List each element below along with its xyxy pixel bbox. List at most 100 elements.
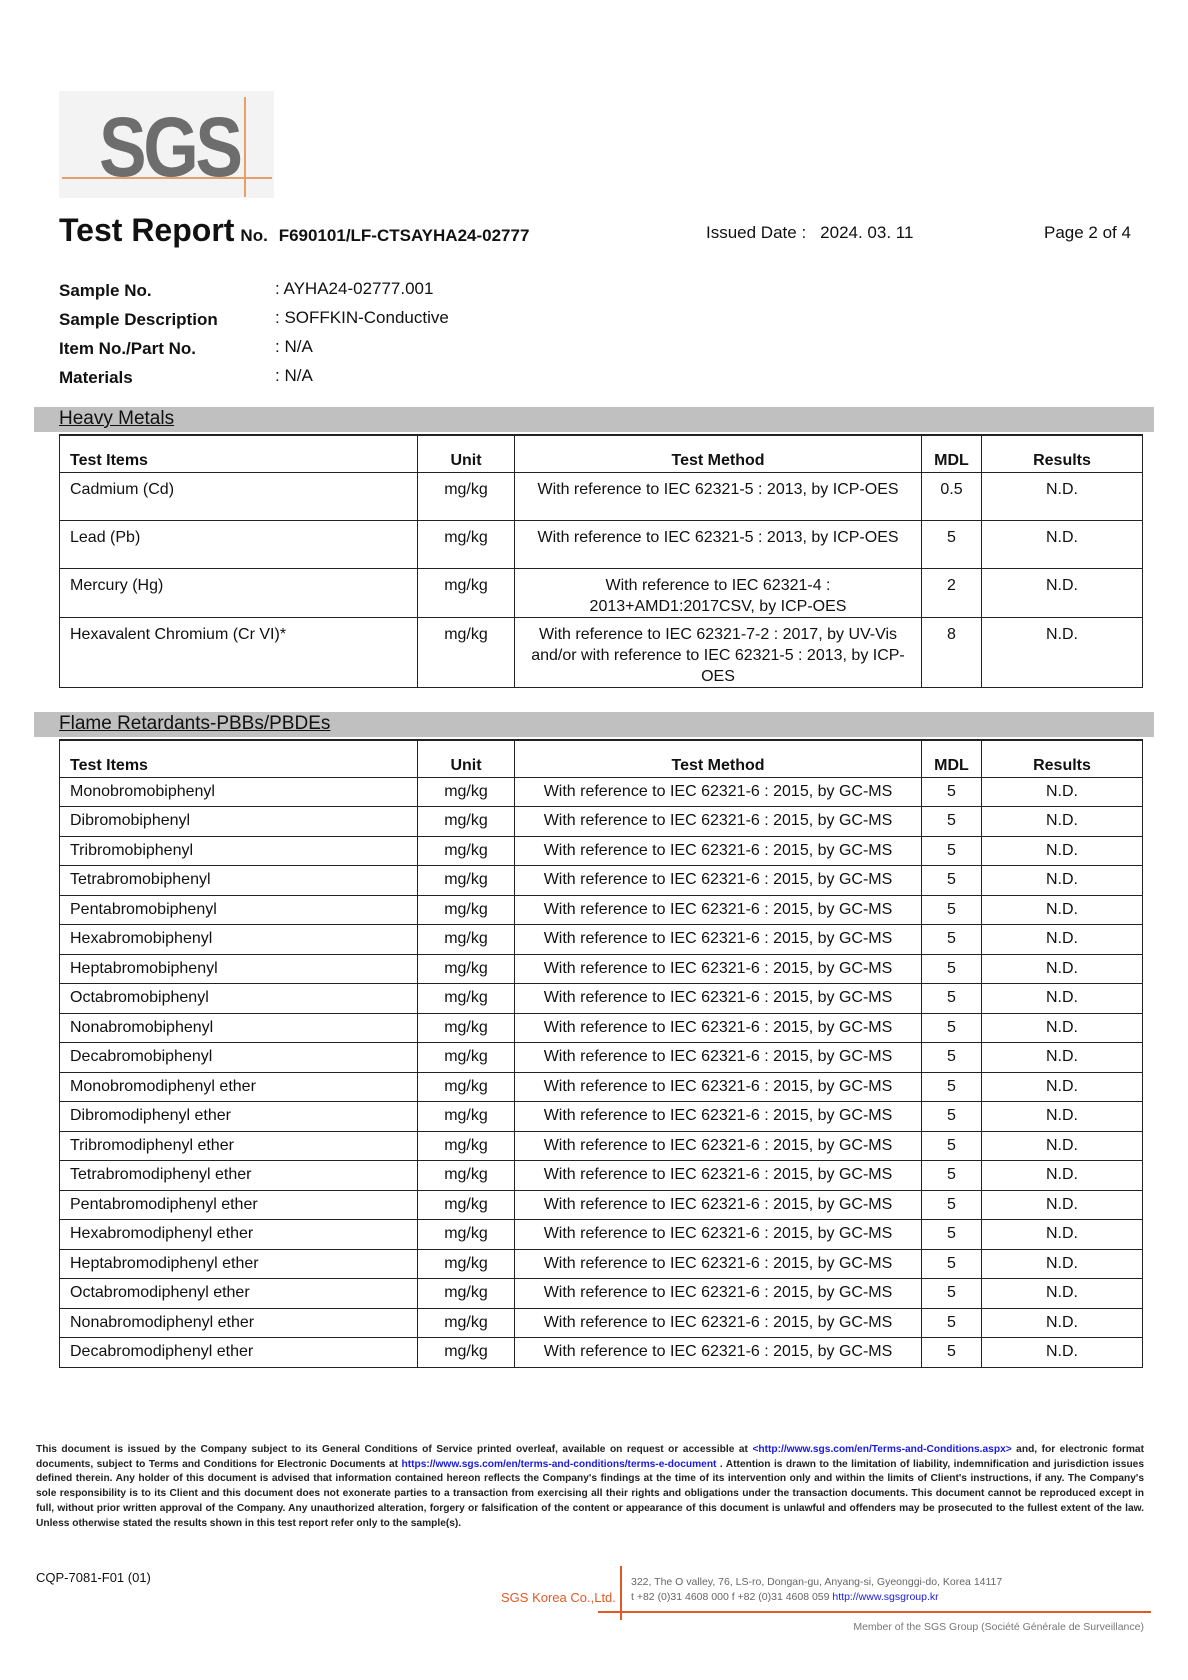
- table-cell: N.D.: [981, 1189, 1143, 1220]
- table-row: Heptabromodiphenyl ether mg/kg With refere…: [59, 1248, 1143, 1279]
- table-cell: Heptabromodiphenyl ether: [59, 1248, 418, 1279]
- table-cell: mg/kg: [417, 519, 515, 569]
- member-note: Member of the SGS Group (Société Général…: [853, 1621, 1144, 1633]
- table-cell: mg/kg: [417, 894, 515, 925]
- table-cell: Tribromodiphenyl ether: [59, 1130, 418, 1161]
- table-cell: With reference to IEC 62321-6 : 2015, by…: [514, 1012, 922, 1043]
- table-cell: With reference to IEC 62321-6 : 2015, by…: [514, 806, 922, 837]
- col-header: Unit: [417, 739, 515, 778]
- table-cell: N.D.: [981, 806, 1143, 837]
- table-cell: 5: [921, 924, 982, 955]
- table-row: Decabromodiphenyl ether mg/kg With referen…: [59, 1337, 1143, 1368]
- table-cell: 5: [921, 806, 982, 837]
- page-number: Page 2 of 4: [1044, 223, 1131, 242]
- table-cell: N.D.: [981, 1337, 1143, 1368]
- col-header: Test Method: [514, 434, 922, 473]
- table-cell: With reference to IEC 62321-4 : 2013+AMD…: [514, 567, 922, 618]
- table-cell: Hexavalent Chromium (Cr VI)*: [59, 616, 418, 688]
- col-header: Test Method: [514, 739, 922, 778]
- table-cell: Nonabromodiphenyl ether: [59, 1307, 418, 1338]
- table-cell: Decabromodiphenyl ether: [59, 1337, 418, 1368]
- table-cell: N.D.: [981, 776, 1143, 807]
- table-row: Monobromodiphenyl ether mg/kg With referen…: [59, 1071, 1143, 1102]
- table-row: Cadmium (Cd) mg/kg With reference to IEC 6…: [59, 471, 1143, 521]
- table-cell: N.D.: [981, 924, 1143, 955]
- table-cell: mg/kg: [417, 953, 515, 984]
- table-cell: Pentabromodiphenyl ether: [59, 1189, 418, 1220]
- page-title: Test Report No. F690101/LF-CTSAYHA24-0277…: [59, 212, 530, 248]
- table-cell: 5: [921, 953, 982, 984]
- table-row: Tetrabromodiphenyl ether mg/kg With refere…: [59, 1160, 1143, 1191]
- terms-link[interactable]: <http://www.sgs.com/en/Terms-and-Conditi…: [752, 1444, 1012, 1455]
- table-cell: With reference to IEC 62321-6 : 2015, by…: [514, 894, 922, 925]
- table-cell: mg/kg: [417, 1278, 515, 1309]
- table-row: Hexabromobiphenyl mg/kg With reference to …: [59, 924, 1143, 955]
- report-number: F690101/LF-CTSAYHA24-02777: [278, 226, 530, 245]
- table-cell: Tetrabromobiphenyl: [59, 865, 418, 896]
- table-cell: 5: [921, 1101, 982, 1132]
- table-cell: N.D.: [981, 519, 1143, 569]
- table-row: Tribromobiphenyl mg/kg With reference to I…: [59, 835, 1143, 866]
- table-cell: Pentabromobiphenyl: [59, 894, 418, 925]
- section-heavy-metals: Heavy Metals: [34, 407, 1154, 432]
- table-row: Pentabromodiphenyl ether mg/kg With refere…: [59, 1189, 1143, 1220]
- table-cell: With reference to IEC 62321-6 : 2015, by…: [514, 1189, 922, 1220]
- table-cell: 5: [921, 1071, 982, 1102]
- table-cell: 5: [921, 1307, 982, 1338]
- table-cell: N.D.: [981, 1042, 1143, 1073]
- table-cell: N.D.: [981, 865, 1143, 896]
- table-cell: 5: [921, 1189, 982, 1220]
- col-header: MDL: [921, 739, 982, 778]
- table-cell: Nonabromobiphenyl: [59, 1012, 418, 1043]
- table-cell: 5: [921, 776, 982, 807]
- table-cell: 8: [921, 616, 982, 688]
- table-cell: N.D.: [981, 471, 1143, 521]
- table-cell: N.D.: [981, 1307, 1143, 1338]
- col-header: Unit: [417, 434, 515, 473]
- table-cell: N.D.: [981, 1248, 1143, 1279]
- table-cell: mg/kg: [417, 924, 515, 955]
- table-cell: With reference to IEC 62321-6 : 2015, by…: [514, 953, 922, 984]
- table-cell: With reference to IEC 62321-7-2 : 2017, …: [514, 616, 922, 688]
- table-cell: With reference to IEC 62321-6 : 2015, by…: [514, 1130, 922, 1161]
- table-cell: mg/kg: [417, 1130, 515, 1161]
- section-flame-retardants: Flame Retardants-PBBs/PBDEs: [34, 712, 1154, 737]
- table-cell: N.D.: [981, 1012, 1143, 1043]
- table-cell: N.D.: [981, 1130, 1143, 1161]
- table-row: Octabromodiphenyl ether mg/kg With referen…: [59, 1278, 1143, 1309]
- table-cell: 5: [921, 519, 982, 569]
- table-cell: 5: [921, 983, 982, 1014]
- table-cell: mg/kg: [417, 983, 515, 1014]
- table-cell: Decabromobiphenyl: [59, 1042, 418, 1073]
- table-cell: 5: [921, 1278, 982, 1309]
- table-row: Decabromobiphenyl mg/kg With reference to …: [59, 1042, 1143, 1073]
- table-cell: mg/kg: [417, 835, 515, 866]
- table-cell: mg/kg: [417, 1337, 515, 1368]
- table-cell: 5: [921, 1337, 982, 1368]
- table-cell: Octabromobiphenyl: [59, 983, 418, 1014]
- table-cell: N.D.: [981, 616, 1143, 688]
- company-name: SGS Korea Co.,Ltd.: [501, 1590, 616, 1605]
- divider: [598, 1611, 1151, 1613]
- table-row: Nonabromobiphenyl mg/kg With reference to …: [59, 1012, 1143, 1043]
- website-link[interactable]: http://www.sgsgroup.kr: [832, 1591, 939, 1603]
- table-cell: With reference to IEC 62321-6 : 2015, by…: [514, 1219, 922, 1250]
- table-cell: With reference to IEC 62321-6 : 2015, by…: [514, 865, 922, 896]
- table-cell: 5: [921, 1248, 982, 1279]
- disclaimer: This document is issued by the Company s…: [36, 1444, 1145, 1529]
- table-cell: With reference to IEC 62321-6 : 2015, by…: [514, 983, 922, 1014]
- table-row: Hexabromodiphenyl ether mg/kg With referen…: [59, 1219, 1143, 1250]
- e-terms-link[interactable]: https://www.sgs.com/en/terms-and-conditi…: [401, 1458, 717, 1470]
- table-row: Tribromodiphenyl ether mg/kg With referenc…: [59, 1130, 1143, 1161]
- table-row: Hexavalent Chromium (Cr VI)* mg/kg With re…: [59, 616, 1143, 688]
- flame-retardants-table: Test Items Unit Test Method MDL Results …: [59, 739, 1143, 1368]
- sgs-logo: SGS: [59, 91, 274, 198]
- table-cell: Hexabromobiphenyl: [59, 924, 418, 955]
- table-cell: Heptabromobiphenyl: [59, 953, 418, 984]
- table-cell: N.D.: [981, 1071, 1143, 1102]
- table-row: Nonabromodiphenyl ether mg/kg With referen…: [59, 1307, 1143, 1338]
- table-cell: Dibromobiphenyl: [59, 806, 418, 837]
- table-cell: With reference to IEC 62321-6 : 2015, by…: [514, 835, 922, 866]
- table-cell: mg/kg: [417, 1042, 515, 1073]
- table-cell: N.D.: [981, 1278, 1143, 1309]
